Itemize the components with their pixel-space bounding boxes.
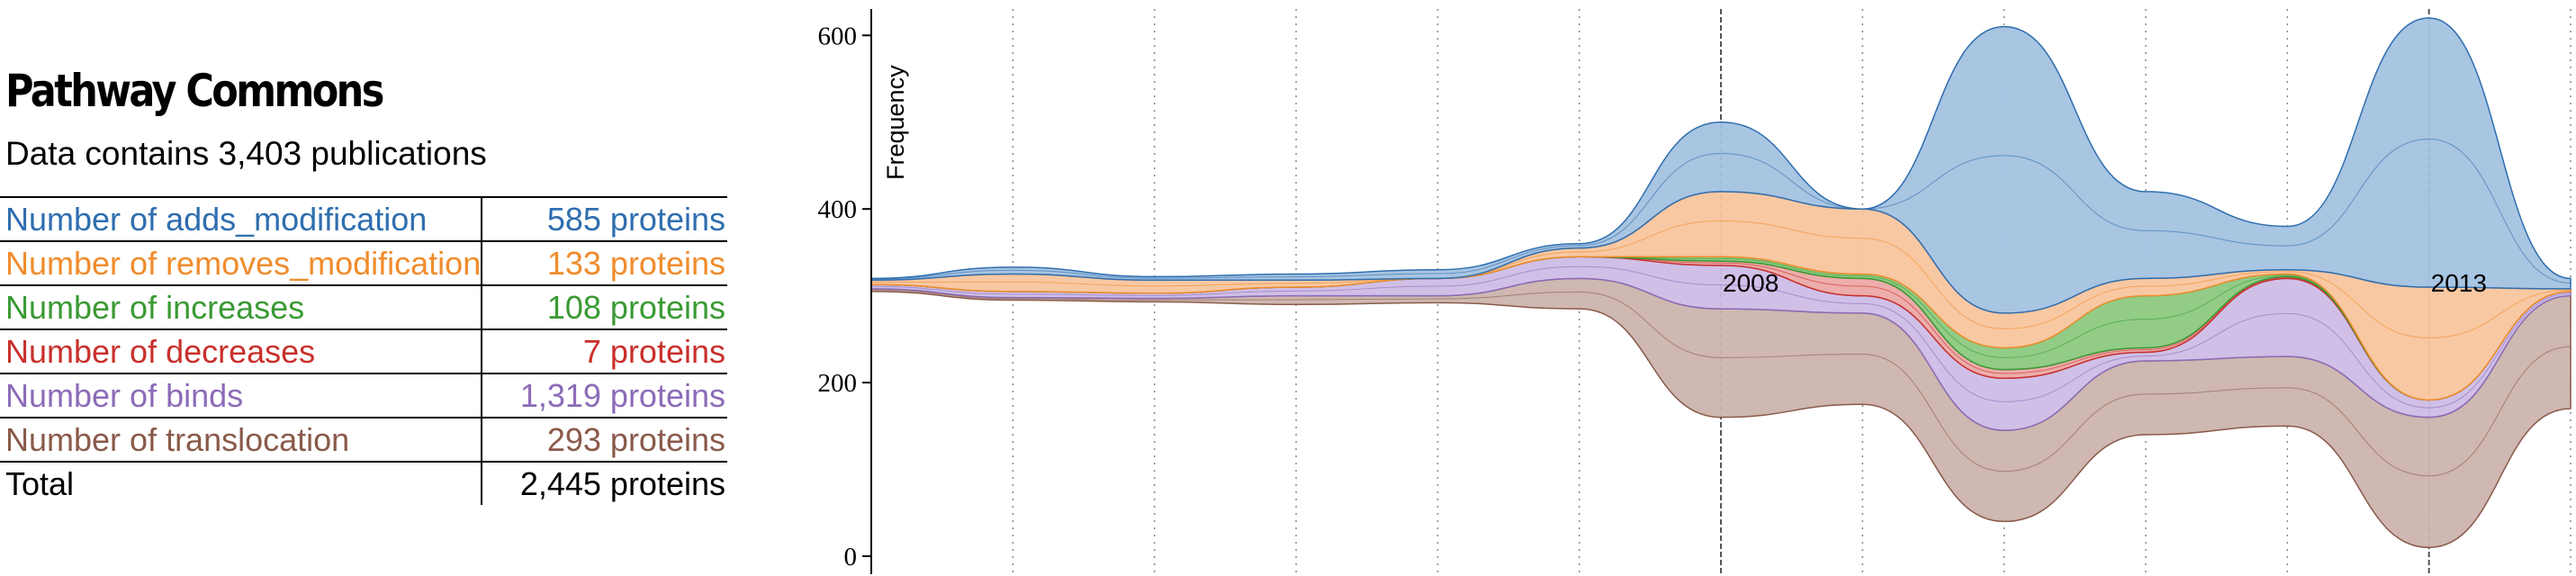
row-label: Number of decreases (0, 329, 482, 374)
table-row[interactable]: Number of increases 108 proteins (0, 285, 727, 330)
table-row[interactable]: Number of binds 1,319 proteins (0, 374, 727, 418)
row-label: Number of removes_modification (0, 241, 482, 286)
row-label: Number of translocation (0, 418, 482, 463)
summary-panel: Pathway Commons Data contains 3,403 publ… (0, 0, 738, 576)
total-row: Total 2,445 proteins (0, 462, 727, 505)
row-value: 1,319 proteins (481, 374, 727, 418)
row-value: 293 proteins (481, 418, 727, 463)
row-value: 133 proteins (481, 241, 727, 286)
year-label: 2008 (1723, 269, 1779, 297)
series-inner-line (870, 289, 2571, 477)
page-title: Pathway Commons (5, 65, 384, 117)
y-axis: 0 200 400 600 (818, 9, 872, 574)
row-label: Number of binds (0, 374, 482, 418)
series-area[interactable] (870, 17, 2571, 314)
table-row[interactable]: Number of removes_modification 133 prote… (0, 241, 727, 286)
y-tick-label: 0 (844, 543, 858, 572)
year-label: 2013 (2431, 269, 2487, 297)
total-label: Total (5, 464, 75, 502)
row-value: 585 proteins (481, 196, 727, 242)
series-inner-line (870, 220, 2571, 338)
stats-table: Number of adds_modification 585 proteins… (0, 196, 727, 505)
row-label: Number of increases (0, 285, 482, 330)
series-inner-line (870, 266, 2571, 409)
y-tick-label: 400 (818, 195, 858, 224)
row-value: 7 proteins (481, 329, 727, 374)
series-inner-line (870, 139, 2571, 284)
table-row[interactable]: Number of adds_modification 585 proteins (0, 196, 727, 242)
table-row[interactable]: Number of decreases 7 proteins (0, 329, 727, 374)
total-value: 2,445 proteins (481, 462, 727, 505)
row-value: 108 proteins (481, 285, 727, 330)
y-tick-label: 600 (818, 22, 858, 50)
row-label: Number of adds_modification (0, 196, 482, 242)
table-row[interactable]: Number of translocation 293 proteins (0, 418, 727, 463)
publication-count: Data contains 3,403 publications (5, 135, 487, 172)
y-axis-label: Frequency (882, 65, 909, 180)
series-areas[interactable] (870, 17, 2571, 549)
year-labels: 2008 2013 (1723, 269, 2487, 297)
y-tick-label: 200 (818, 369, 858, 398)
